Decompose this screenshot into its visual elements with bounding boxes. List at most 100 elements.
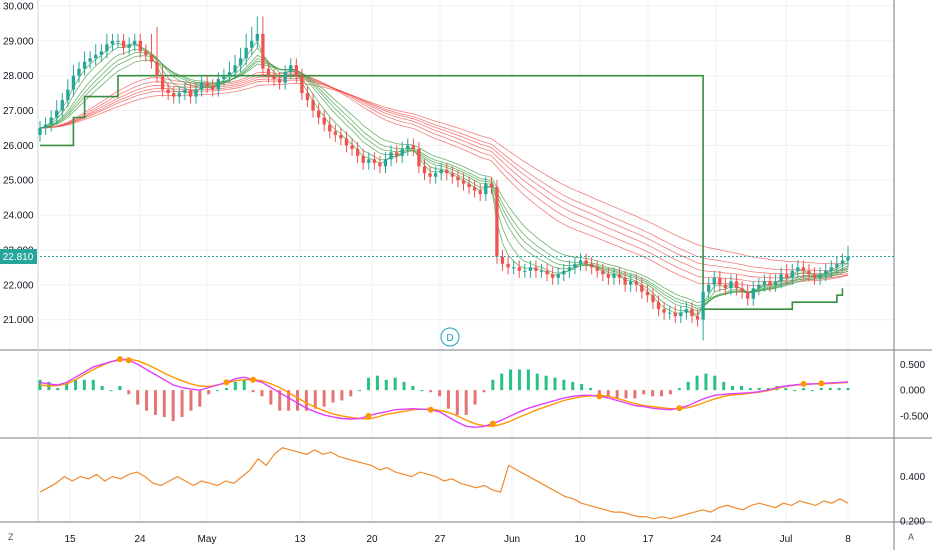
candle-body[interactable] — [149, 54, 154, 62]
candle-body[interactable] — [311, 100, 315, 111]
candle-body[interactable] — [116, 40, 120, 42]
candle-body[interactable] — [773, 281, 778, 285]
candle-body[interactable] — [707, 284, 711, 292]
candle-body[interactable] — [662, 309, 666, 313]
candle-body[interactable] — [127, 44, 131, 48]
candle-body[interactable] — [746, 291, 750, 299]
candle-body[interactable] — [144, 51, 148, 55]
candle-body[interactable] — [94, 54, 98, 59]
candle-body[interactable] — [506, 263, 510, 268]
candle-body[interactable] — [461, 180, 466, 184]
candle-body[interactable] — [433, 173, 438, 177]
candle-body[interactable] — [172, 93, 176, 97]
candle-body[interactable] — [344, 138, 349, 146]
macd-axis-ticks[interactable]: 0.500 0.000 -0.500 — [900, 360, 929, 423]
candle-body[interactable] — [383, 159, 388, 167]
candle-body[interactable] — [818, 274, 822, 278]
candle-body[interactable] — [222, 75, 226, 80]
candle-body[interactable] — [233, 65, 237, 73]
candle-body[interactable] — [668, 312, 672, 314]
candle-body[interactable] — [645, 291, 650, 296]
candle-body[interactable] — [456, 176, 460, 181]
candle-body[interactable] — [534, 267, 538, 271]
candle-body[interactable] — [294, 65, 298, 76]
candle-body[interactable] — [333, 131, 337, 135]
candle-body[interactable] — [166, 89, 170, 94]
candle-body[interactable] — [328, 124, 332, 132]
candle-body[interactable] — [673, 312, 677, 317]
candle-body[interactable] — [640, 284, 644, 292]
candle-body[interactable] — [361, 155, 365, 163]
candle-body[interactable] — [266, 68, 271, 76]
candle-body[interactable] — [411, 145, 416, 149]
candle-body[interactable] — [740, 288, 744, 292]
candle-body[interactable] — [634, 281, 638, 285]
candle-body[interactable] — [539, 270, 544, 272]
candle-body[interactable] — [350, 145, 354, 149]
candle-body[interactable] — [807, 270, 811, 275]
candle-body[interactable] — [277, 79, 282, 83]
candle-body[interactable] — [684, 309, 689, 313]
candle-body[interactable] — [339, 134, 343, 139]
candle-body[interactable] — [289, 65, 293, 73]
candle-body[interactable] — [651, 295, 655, 303]
candle-body[interactable] — [305, 93, 310, 101]
candle-body[interactable] — [194, 89, 198, 97]
candle-body[interactable] — [528, 267, 533, 271]
candle-body[interactable] — [567, 267, 572, 271]
candle-body[interactable] — [762, 281, 767, 285]
candle-body[interactable] — [272, 75, 276, 80]
candle-body[interactable] — [590, 263, 594, 268]
zoom-button[interactable]: Z — [8, 532, 14, 542]
candle-body[interactable] — [573, 263, 577, 268]
candle-body[interactable] — [428, 173, 432, 177]
candle-body[interactable] — [322, 117, 326, 125]
candle-body[interactable] — [355, 148, 360, 156]
candle-body[interactable] — [812, 274, 817, 278]
candle-body[interactable] — [656, 302, 661, 310]
candle-body[interactable] — [216, 79, 220, 90]
candle-body[interactable] — [38, 127, 42, 135]
candle-body[interactable] — [155, 61, 159, 76]
candle-body[interactable] — [88, 58, 92, 62]
candle-body[interactable] — [751, 288, 755, 299]
candle-body[interactable] — [227, 72, 232, 76]
candle-body[interactable] — [723, 284, 728, 289]
candle-body[interactable] — [71, 75, 76, 90]
candle-body[interactable] — [584, 260, 588, 264]
candle-body[interactable] — [478, 190, 482, 195]
candle-body[interactable] — [757, 284, 761, 289]
candle-body[interactable] — [400, 148, 404, 156]
candle-body[interactable] — [629, 281, 633, 285]
candle-body[interactable] — [467, 183, 471, 188]
candle-body[interactable] — [551, 274, 555, 278]
candle-body[interactable] — [389, 152, 393, 160]
candle-body[interactable] — [316, 110, 321, 118]
candle-body[interactable] — [824, 270, 828, 275]
candle-body[interactable] — [562, 270, 566, 275]
candle-body[interactable] — [183, 89, 187, 94]
candle-body[interactable] — [606, 274, 611, 278]
candle-body[interactable] — [66, 89, 70, 101]
candle-body[interactable] — [523, 270, 527, 272]
candle-body[interactable] — [617, 274, 622, 278]
candle-body[interactable] — [729, 281, 733, 289]
candle-body[interactable] — [77, 68, 81, 76]
candle-body[interactable] — [578, 260, 583, 264]
candle-body[interactable] — [133, 40, 137, 45]
candle-body[interactable] — [450, 173, 455, 177]
dividend-event-marker[interactable]: D — [440, 327, 460, 347]
candle-body[interactable] — [511, 267, 516, 269]
candle-body[interactable] — [545, 270, 549, 275]
candle-body[interactable] — [489, 183, 494, 188]
candle-body[interactable] — [244, 47, 248, 59]
candle-body[interactable] — [517, 267, 521, 271]
candle-body[interactable] — [701, 291, 705, 320]
candle-body[interactable] — [255, 33, 259, 41]
candle-body[interactable] — [417, 148, 421, 167]
candle-body[interactable] — [105, 44, 109, 52]
candle-body[interactable] — [718, 277, 722, 285]
candle-body[interactable] — [801, 267, 806, 271]
candle-body[interactable] — [500, 256, 505, 264]
candle-body[interactable] — [60, 100, 64, 111]
